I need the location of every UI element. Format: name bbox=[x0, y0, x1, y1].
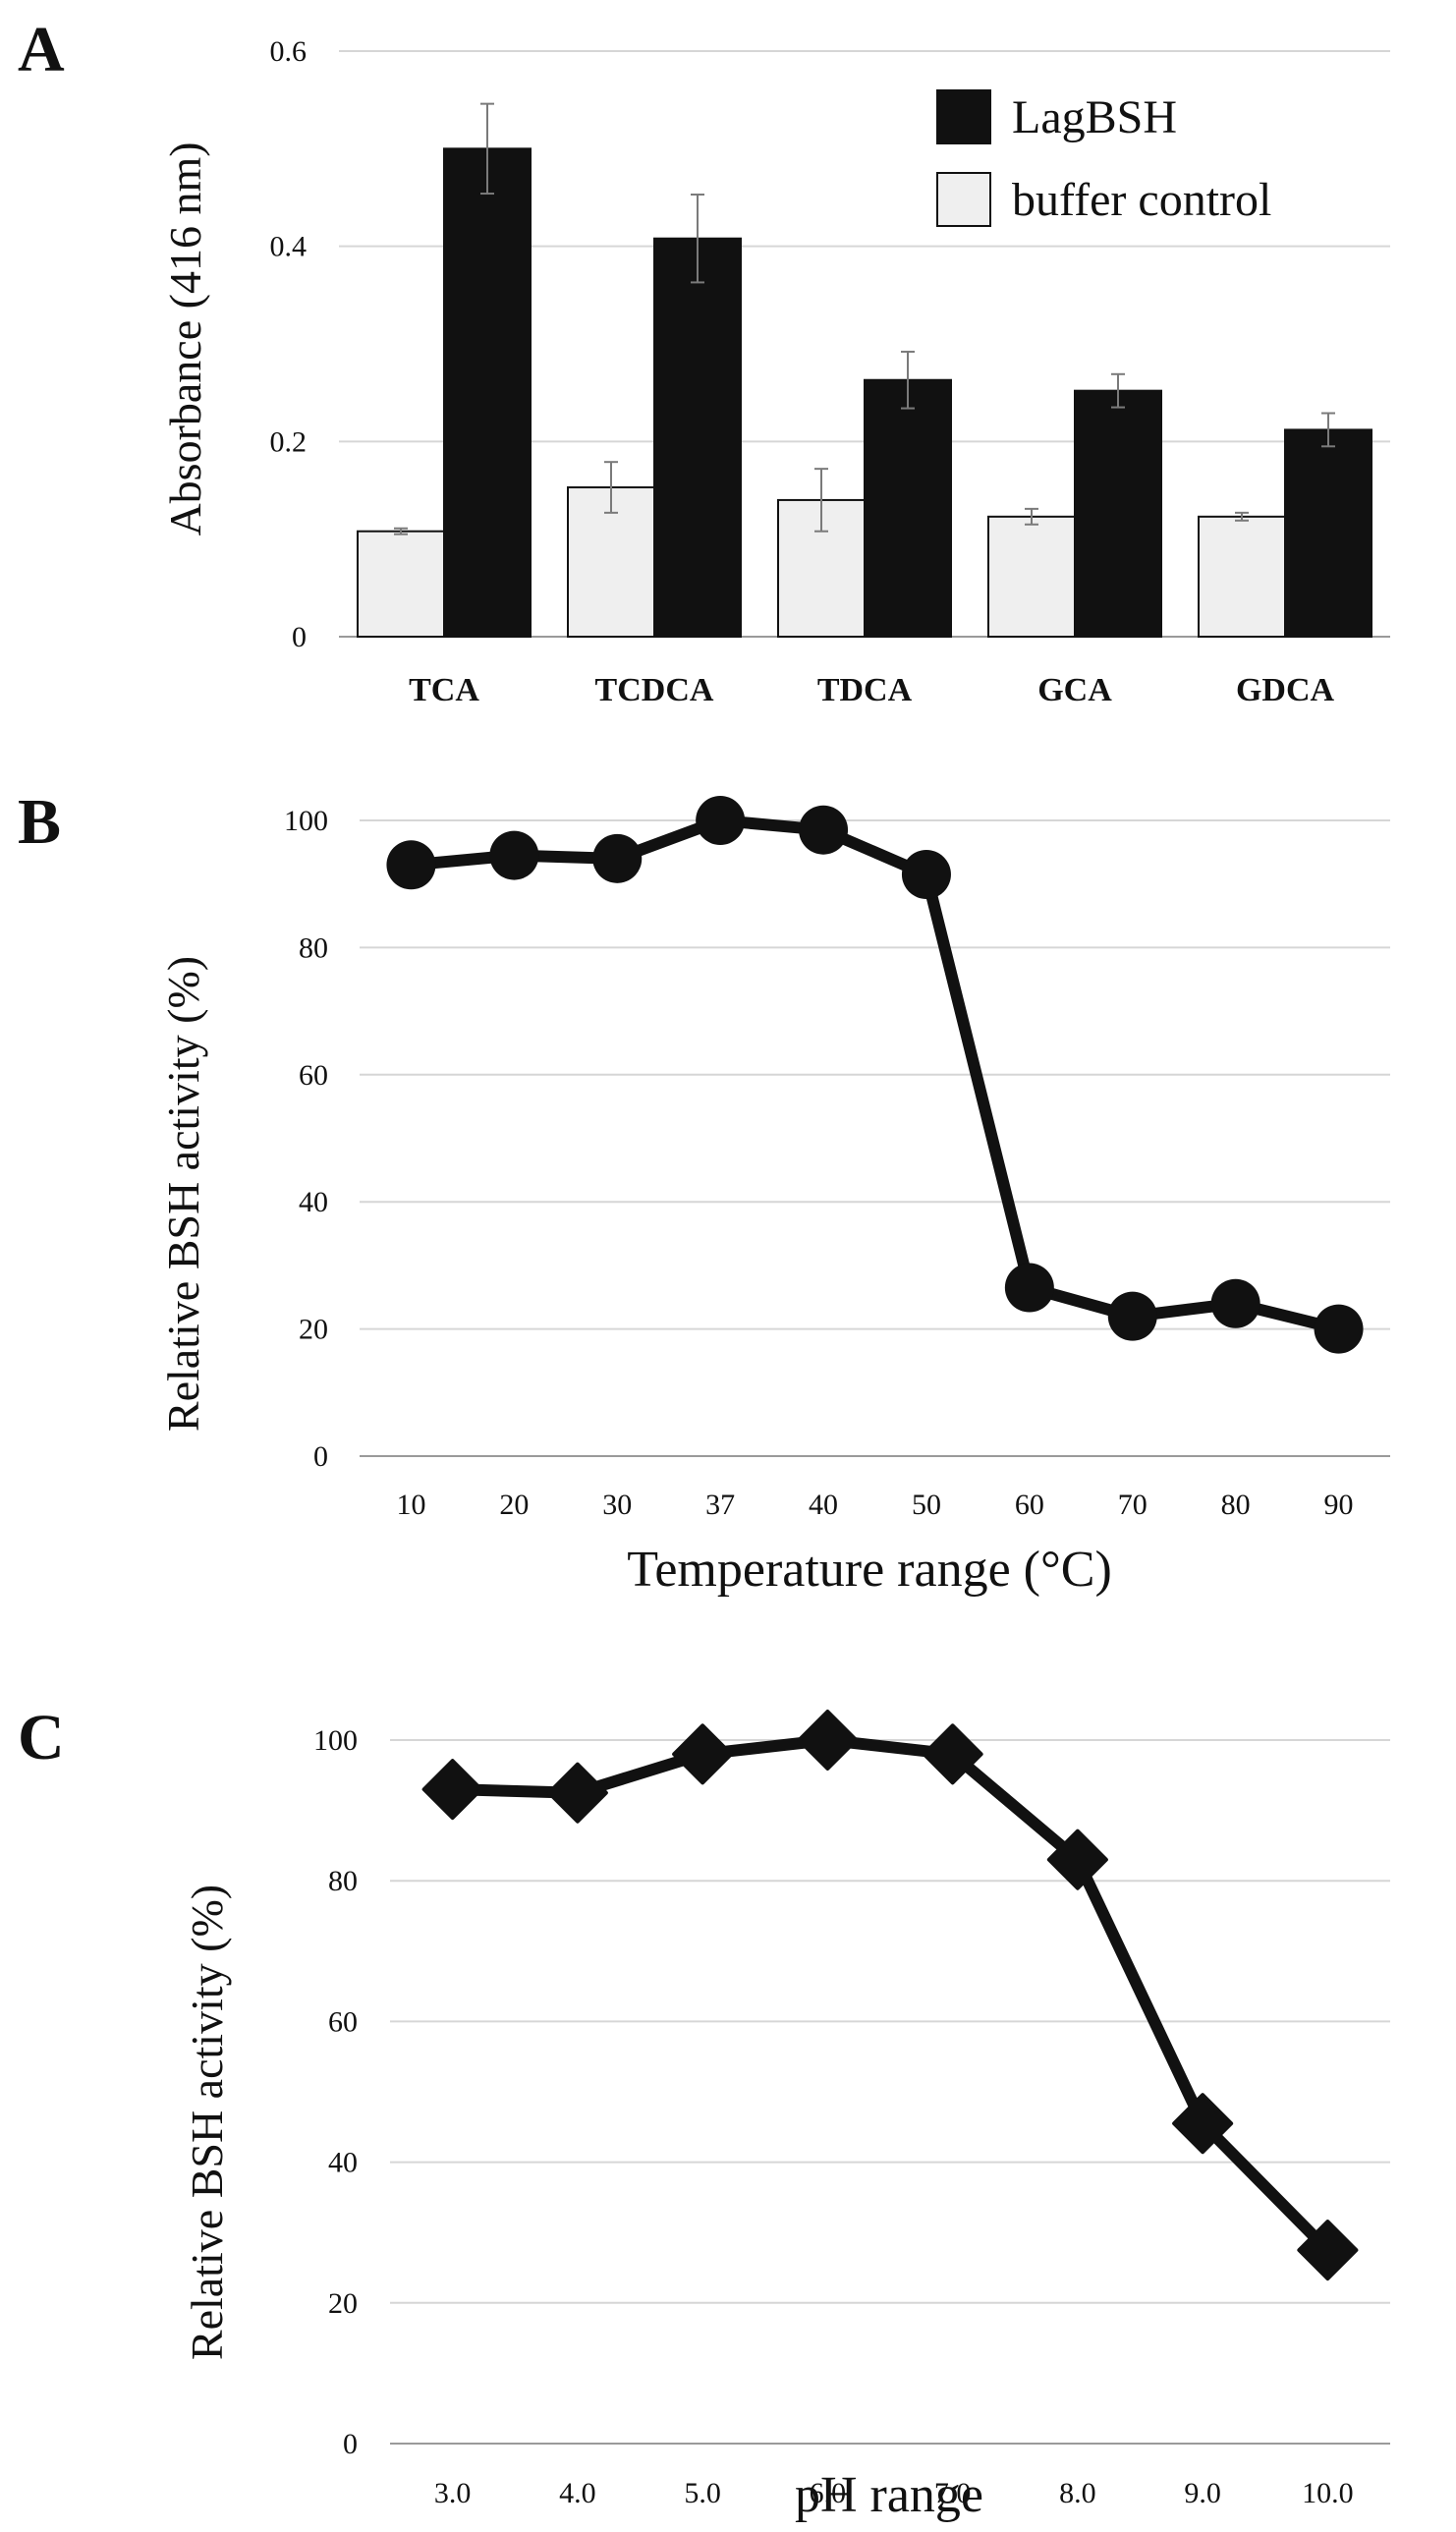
x-tick-label: 70 bbox=[1118, 1489, 1148, 1521]
category-label-gdca: GDCA bbox=[1236, 672, 1335, 708]
data-point-10 bbox=[386, 840, 436, 890]
data-point-3.0 bbox=[421, 1759, 483, 1821]
x-tick-label: 3.0 bbox=[434, 2477, 472, 2509]
x-tick-label: 10 bbox=[396, 1489, 425, 1521]
panel-c-gridlines bbox=[390, 1739, 1390, 2445]
data-point-50 bbox=[901, 849, 951, 899]
x-tick-label: 60 bbox=[1015, 1489, 1044, 1521]
x-tick-label: 5.0 bbox=[684, 2477, 721, 2509]
panel-a-legend: LagBSH buffer control bbox=[936, 89, 1271, 227]
bar-lagbsh-tdca bbox=[864, 378, 952, 638]
x-tick-label: 6.0 bbox=[810, 2477, 847, 2509]
x-tick-label: 37 bbox=[705, 1489, 735, 1521]
bar-buffer-control-gca bbox=[987, 515, 1076, 639]
y-tick-label: 40 bbox=[299, 1186, 328, 1218]
bar-lagbsh-gdca bbox=[1284, 428, 1372, 638]
panel-b-x-axis-label: Temperature range (°C) bbox=[627, 1542, 1112, 1598]
x-tick-label: 80 bbox=[1221, 1489, 1251, 1521]
data-point-9.0 bbox=[1172, 2093, 1234, 2155]
bar-buffer-control-gdca bbox=[1198, 515, 1286, 639]
panel-c-line-chart: C 0 20 40 60 80 100 3.0 4.0 5.0 6.0 7.0 8.0 9.0 10.0… bbox=[18, 1702, 1390, 2523]
data-point-4.0 bbox=[546, 1762, 608, 1824]
panel-b-line-chart: B 0 20 40 60 80 100 10 20 30 37 40 50 60 70 80 90 Rela… bbox=[18, 786, 1390, 1598]
bar-lagbsh-tca bbox=[443, 147, 532, 638]
data-point-8.0 bbox=[1046, 1829, 1108, 1890]
y-tick-label: 80 bbox=[328, 1865, 358, 1897]
panel-a-error-bars bbox=[394, 102, 1335, 535]
legend-label-buffer-control: buffer control bbox=[1012, 174, 1271, 226]
x-tick-label: 4.0 bbox=[559, 2477, 596, 2509]
panel-c-y-axis-label: Relative BSH activity (%) bbox=[182, 1885, 232, 2360]
y-tick-label: 0 bbox=[292, 621, 307, 653]
data-point-7.0 bbox=[922, 1723, 983, 1785]
panel-c-series bbox=[421, 1710, 1359, 2281]
category-label-tdca: TDCA bbox=[817, 672, 913, 708]
panel-c-x-ticks: 3.0 4.0 5.0 6.0 7.0 8.0 9.0 10.0 bbox=[434, 2477, 1354, 2509]
data-point-70 bbox=[1107, 1291, 1157, 1341]
panel-a-category-labels: TCA TCDCA TDCA GCA GDCA bbox=[409, 672, 1334, 708]
panel-a-y-axis-label: Absorbance (416 nm) bbox=[160, 141, 210, 535]
x-tick-label: 90 bbox=[1324, 1489, 1354, 1521]
y-tick-label: 40 bbox=[328, 2147, 358, 2179]
y-tick-label: 80 bbox=[299, 931, 328, 964]
data-point-5.0 bbox=[672, 1723, 734, 1785]
panel-c-letter: C bbox=[18, 1702, 65, 1773]
data-point-30 bbox=[592, 833, 643, 883]
data-point-40 bbox=[799, 805, 849, 855]
y-tick-label: 20 bbox=[299, 1314, 328, 1346]
series-line bbox=[405, 815, 1345, 1335]
y-tick-label: 0.6 bbox=[270, 35, 308, 68]
panel-c-y-ticks: 0 20 40 60 80 100 bbox=[313, 1724, 358, 2460]
y-tick-label: 60 bbox=[299, 1059, 328, 1092]
x-tick-label: 7.0 bbox=[934, 2477, 972, 2509]
category-label-tcdca: TCDCA bbox=[595, 672, 714, 708]
y-tick-label: 20 bbox=[328, 2287, 358, 2320]
legend-swatch-buffer-control bbox=[936, 172, 991, 227]
data-point-80 bbox=[1210, 1278, 1260, 1328]
data-point-20 bbox=[489, 830, 539, 880]
panel-c-x-axis-label: pH range bbox=[795, 2467, 983, 2523]
y-tick-label: 0 bbox=[313, 1440, 328, 1473]
data-point-6.0 bbox=[797, 1710, 859, 1771]
y-tick-label: 0.4 bbox=[270, 231, 308, 263]
y-tick-label: 100 bbox=[313, 1724, 358, 1757]
data-point-37 bbox=[696, 796, 746, 845]
bar-lagbsh-gca bbox=[1074, 389, 1162, 638]
data-point-60 bbox=[1004, 1263, 1054, 1313]
y-tick-label: 60 bbox=[328, 2005, 358, 2038]
panel-b-gridlines bbox=[360, 819, 1390, 1457]
panel-b-x-ticks: 10 20 30 37 40 50 60 70 80 90 bbox=[396, 1489, 1353, 1521]
panel-b-series bbox=[386, 796, 1364, 1354]
panel-b-y-ticks: 0 20 40 60 80 100 bbox=[284, 805, 328, 1473]
panel-a-y-ticks: 0 0.2 0.4 0.6 bbox=[270, 35, 308, 653]
bar-lagbsh-tcdca bbox=[653, 237, 742, 638]
x-tick-label: 40 bbox=[809, 1489, 838, 1521]
bar-buffer-control-tca bbox=[357, 530, 445, 638]
x-tick-label: 10.0 bbox=[1302, 2477, 1354, 2509]
y-tick-label: 0 bbox=[343, 2428, 358, 2460]
x-tick-label: 30 bbox=[602, 1489, 632, 1521]
y-tick-label: 100 bbox=[284, 805, 328, 837]
panel-b-y-axis-label: Relative BSH activity (%) bbox=[158, 956, 208, 1432]
panel-a-letter: A bbox=[18, 14, 65, 85]
category-label-tca: TCA bbox=[409, 672, 479, 708]
legend-label-lagbsh: LagBSH bbox=[1012, 91, 1177, 143]
data-point-90 bbox=[1314, 1304, 1364, 1354]
panel-a-bar-chart: A 0 0.2 0.4 0.6 TCA TCDCA TDCA GCA GDCA Absorba… bbox=[18, 14, 1390, 708]
y-tick-label: 0.2 bbox=[270, 425, 308, 458]
x-tick-label: 50 bbox=[912, 1489, 941, 1521]
x-tick-label: 20 bbox=[499, 1489, 529, 1521]
panel-b-letter: B bbox=[18, 786, 61, 858]
category-label-gca: GCA bbox=[1037, 672, 1112, 708]
x-tick-label: 8.0 bbox=[1059, 2477, 1096, 2509]
legend-swatch-lagbsh bbox=[936, 89, 991, 144]
x-tick-label: 9.0 bbox=[1184, 2477, 1221, 2509]
data-point-10.0 bbox=[1297, 2220, 1359, 2281]
